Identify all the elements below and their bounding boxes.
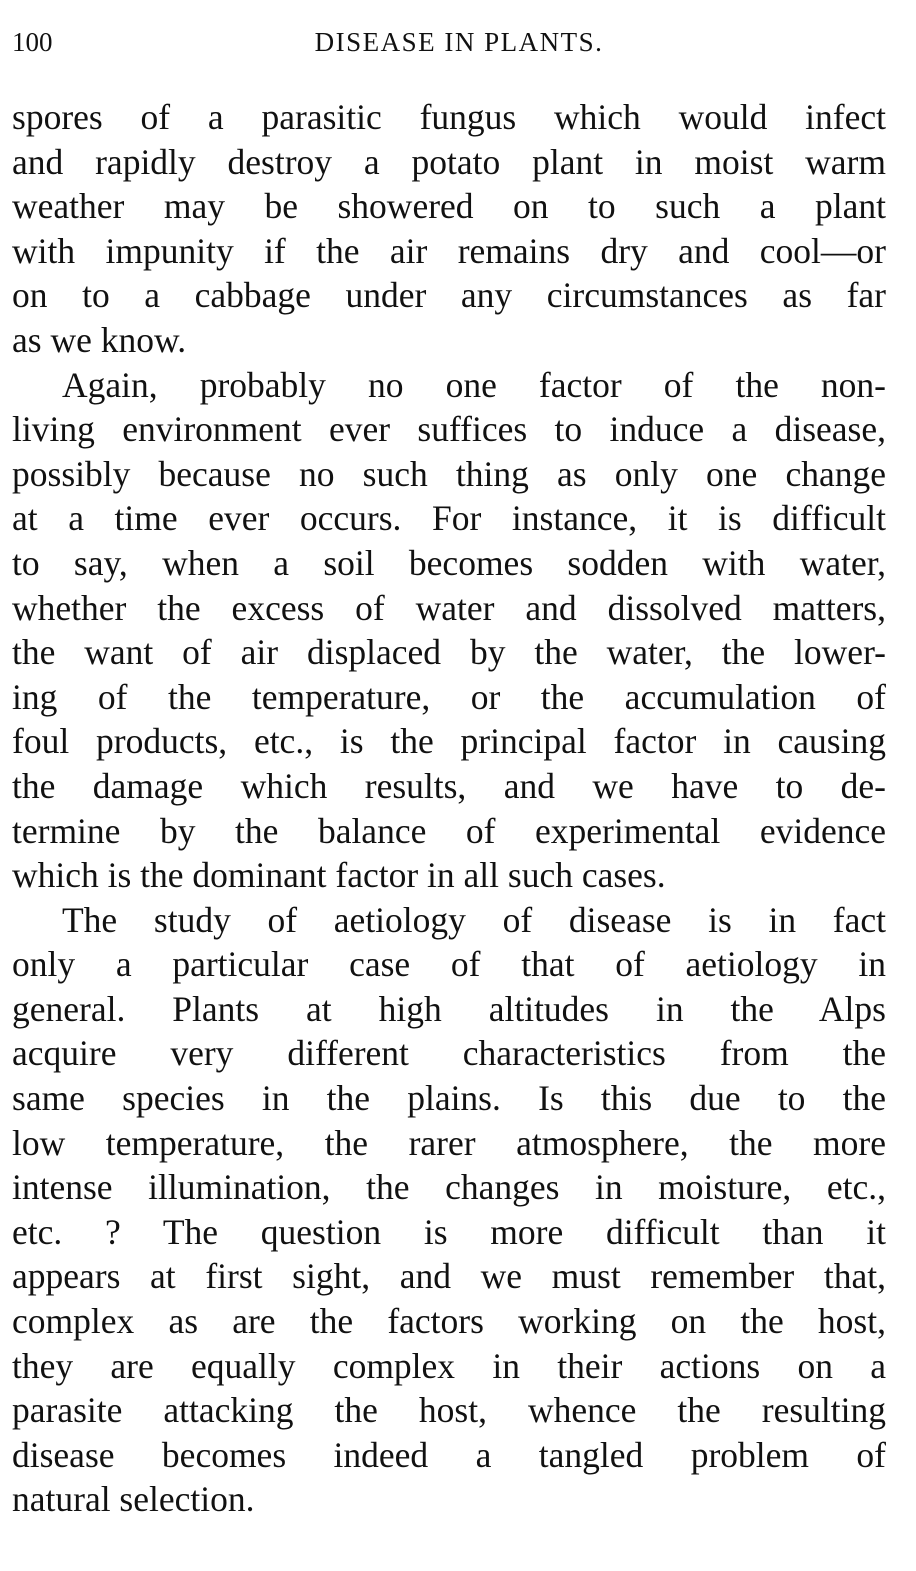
text-line: at a time ever occurs. For instance, it … — [12, 498, 886, 539]
text-line: and rapidly destroy a potato plant in mo… — [12, 141, 886, 182]
text-line: they are equally complex in their action… — [12, 1345, 886, 1386]
text-line: to say, when a soil becomes sodden with … — [12, 542, 886, 583]
text-line: termine by the balance of experimental e… — [12, 810, 886, 851]
text-line: complex as are the factors working on th… — [12, 1301, 886, 1342]
text-line: which is the dominant factor in all such… — [12, 855, 666, 896]
text-line: low temperature, the rarer atmosphere, t… — [12, 1122, 886, 1163]
text-line: spores of a parasitic fungus which would… — [12, 97, 886, 137]
text-line: as we know. — [12, 319, 187, 360]
text-line: possibly because no such thing as only o… — [12, 453, 886, 494]
text-line: foul products, etc., is the principal fa… — [12, 721, 886, 762]
text-line: same species in the plains. Is this due … — [12, 1078, 886, 1119]
text-line: acquire very different characteristics f… — [12, 1033, 886, 1074]
text-line: natural selection. — [12, 1479, 255, 1520]
text-line: disease becomes indeed a tangled problem… — [12, 1434, 886, 1475]
text-line: general. Plants at high altitudes in the… — [12, 988, 886, 1029]
page-number: 100 — [12, 27, 53, 57]
text-line: intense illumination, the changes in moi… — [12, 1167, 886, 1208]
body-text: spores of a parasitic fungus which would… — [12, 95, 886, 1522]
running-header: 100 DISEASE IN PLANTS. — [12, 22, 886, 62]
text-line: whether the excess of water and dissolve… — [12, 587, 886, 628]
text-line: living environment ever suffices to indu… — [12, 409, 886, 450]
text-line: appears at first sight, and we must reme… — [12, 1256, 886, 1297]
text-line: The study of aetiology of disease is in … — [62, 899, 886, 940]
text-line: Again, probably no one factor of the non… — [62, 364, 886, 405]
text-line: weather may be showered on to such a pla… — [12, 186, 886, 227]
text-line: with impunity if the air remains dry and… — [12, 230, 886, 271]
text-line: only a particular case of that of aetiol… — [12, 944, 886, 985]
text-line: parasite attacking the host, whence the … — [12, 1390, 886, 1431]
running-title: DISEASE IN PLANTS. — [314, 27, 604, 57]
text-line: ing of the temperature, or the accumulat… — [12, 676, 886, 717]
text-line: on to a cabbage under any circumstances … — [12, 275, 886, 316]
text-line: the want of air displaced by the water, … — [12, 632, 886, 673]
text-line: the damage which results, and we have to… — [12, 765, 886, 806]
text-line: etc. ? The question is more difficult th… — [12, 1211, 886, 1252]
